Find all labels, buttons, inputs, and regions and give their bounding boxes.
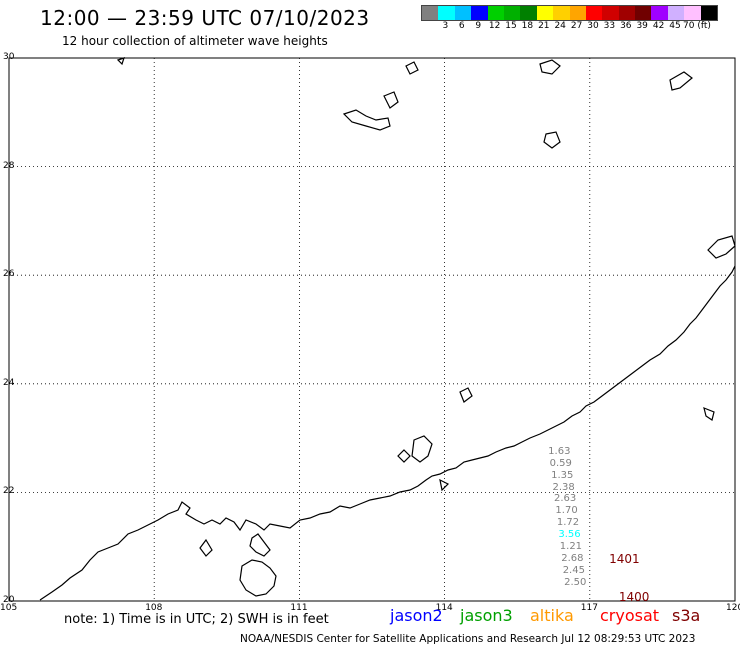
gulf-coastline [199,538,213,557]
swh-value: 3.56 [558,529,581,541]
legend-label: 36 [620,21,632,31]
longitude-label: 111 [290,603,308,613]
legend-swatch [520,6,537,20]
pearl-river-islands [411,435,433,463]
inland-lake-c [405,61,419,75]
legend-swatch [422,6,439,20]
legend-swatch [471,6,488,20]
legend-label: 21 [538,21,550,31]
swh-value: 1.35 [551,469,574,481]
legend-swatch [487,6,504,20]
latitude-label: 30 [3,52,15,62]
inland-lake-f [669,71,693,91]
color-scale-labels: 3 6 9 12 15 18 21 24 27 30 33 36 39 42 45 70 (ft) [421,21,740,33]
legend-swatch [684,6,701,20]
mission-label: jason2 [390,606,443,625]
legend-swatch [700,6,718,20]
legend-label: 30 [587,21,599,31]
latitude-label: 24 [3,377,15,388]
legend-label: 15 [505,21,517,31]
swh-value: 2.63 [553,493,577,505]
legend-swatch [438,6,455,20]
swh-value: 2.68 [561,553,584,565]
swh-value: 1.70 [555,505,578,517]
legend-label: 39 [636,21,648,31]
legend-swatch [651,6,668,20]
legend-swatch [454,6,472,20]
swh-value: 1.21 [559,541,583,553]
latitude-label: 20 [3,595,15,605]
hainan-coastline [239,559,277,597]
inland-lake-a [342,109,391,131]
footnote: note: 1) Time is in UTC; 2) SWH is in fe… [64,612,329,627]
inland-lake-b [383,91,399,109]
swh-value: 1.72 [556,517,580,529]
longitude-label: 108 [145,603,163,613]
legend-label: 3 [442,21,449,31]
latitude-label: 22 [3,486,15,497]
longitude-label: 120 [726,603,740,613]
legend-swatch [503,6,521,20]
graticule [8,57,736,602]
latitude-label: 28 [3,160,15,171]
longitude-label: 114 [435,603,453,613]
legend-swatch [569,6,586,20]
swh-value: 2.50 [564,577,587,589]
inland-lake-i [116,57,125,66]
pass-number: 1401 [609,551,640,566]
legend-swatch [536,6,554,20]
legend-swatch [585,6,603,20]
mission-label: altika [530,606,574,625]
legend-label: 27 [570,21,583,31]
legend-label: 70 (ft) [683,21,711,31]
legend-label: 45 [669,21,681,31]
latitude-label: 26 [3,269,15,280]
coastal-island-b [439,478,450,492]
legend-label: 24 [554,21,566,31]
map-frame [8,57,736,602]
legend-label: 12 [488,21,501,31]
legend-swatch [635,6,652,20]
legend-swatch [667,6,685,20]
right-edge-islands [707,235,736,259]
inland-lake-e [543,131,561,149]
credit-line: NOAA/NESDIS Center for Satellite Applica… [240,633,696,645]
legend-label: 18 [521,21,534,31]
inland-lake-d [539,59,561,75]
peninsula-coastline [249,533,271,557]
legend-swatch [618,6,636,20]
inland-lake-g [459,387,473,403]
legend-label: 9 [475,21,482,31]
swh-value: 0.59 [549,457,572,469]
legend-label: 33 [603,21,616,31]
map-subtitle: 12 hour collection of altimeter wave hei… [62,34,328,48]
legend-label: 6 [458,21,465,31]
longitude-label: 117 [580,603,598,613]
mission-label: jason3 [460,606,513,625]
pass-number: 1400 [618,589,650,604]
color-scale-legend [421,5,719,21]
legend-swatch [553,6,570,20]
coastline [39,57,736,601]
legend-swatch [602,6,619,20]
map-title: 12:00 — 23:59 UTC 07/10/2023 [40,6,370,30]
mission-label: s3a [672,606,701,625]
swh-value: 2.38 [552,481,575,493]
mission-label: cryosat [600,606,660,625]
legend-label: 42 [652,21,665,31]
inland-lake-h [703,407,715,421]
coastal-island-a [397,449,411,463]
mainland-coastline [39,265,736,601]
longitude-label: 105 [0,603,18,613]
swh-value: 1.63 [548,445,571,457]
swh-value: 2.45 [562,565,585,577]
